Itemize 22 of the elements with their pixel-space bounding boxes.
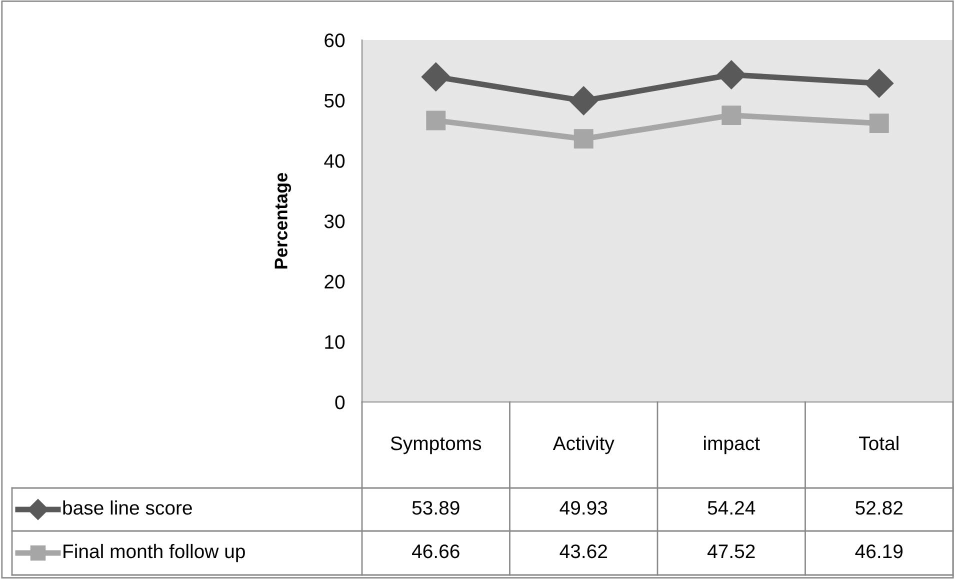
x-tick-label: Symptoms	[390, 436, 482, 454]
data-label: 46.19	[855, 544, 903, 558]
data-label: 43.62	[560, 544, 607, 558]
x-tick-label: Activity	[552, 436, 614, 454]
x-tick-label: Total	[859, 436, 898, 450]
y-tick-label: 0	[335, 395, 345, 410]
data-label: 52.82	[856, 500, 902, 515]
data-label: 49.93	[560, 500, 608, 515]
data-label: 46.66	[412, 544, 460, 558]
y-tick-label: 50	[324, 94, 345, 108]
x-tick-label: impact	[704, 436, 760, 454]
data-label: 54.24	[708, 500, 756, 515]
y-tick-label: 60	[324, 33, 345, 48]
y-tick-label: 30	[324, 214, 345, 228]
legend-label: base line score	[63, 500, 192, 515]
data-label: 53.89	[412, 500, 460, 515]
y-tick-label: 20	[324, 274, 345, 289]
data-label: 47.52	[707, 544, 755, 558]
y-tick-label: 10	[325, 335, 345, 349]
y-axis-title: Percentage	[274, 172, 292, 268]
legend-label: Final month follow up	[64, 544, 245, 562]
y-tick-label: 40	[324, 154, 345, 168]
